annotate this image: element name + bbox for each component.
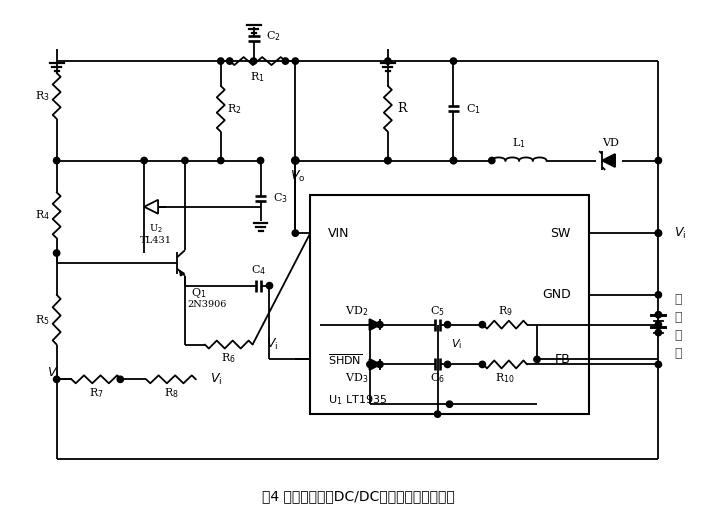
Text: R$_2$: R$_2$ — [228, 102, 242, 116]
Circle shape — [292, 230, 299, 236]
Text: 流: 流 — [674, 311, 682, 324]
Circle shape — [655, 230, 662, 236]
Text: C$_5$: C$_5$ — [430, 304, 445, 318]
Circle shape — [257, 157, 263, 163]
Text: C$_6$: C$_6$ — [430, 372, 445, 385]
Text: C$_4$: C$_4$ — [251, 263, 266, 277]
Text: R$_4$: R$_4$ — [35, 208, 50, 222]
Circle shape — [450, 157, 457, 163]
Text: VIN: VIN — [328, 227, 349, 240]
Text: R$_7$: R$_7$ — [89, 387, 104, 400]
Circle shape — [655, 361, 662, 368]
Circle shape — [384, 157, 391, 163]
Text: C$_3$: C$_3$ — [274, 191, 289, 205]
Circle shape — [655, 157, 662, 163]
Polygon shape — [369, 319, 380, 330]
Text: R: R — [397, 102, 407, 115]
Text: R$_8$: R$_8$ — [163, 387, 178, 400]
Circle shape — [266, 283, 273, 289]
Text: VD$_3$: VD$_3$ — [345, 372, 369, 385]
Bar — [310, 195, 589, 414]
Circle shape — [54, 250, 60, 256]
Text: L$_1$: L$_1$ — [512, 136, 526, 150]
Circle shape — [226, 58, 233, 64]
Circle shape — [655, 230, 662, 236]
Text: VD$_2$: VD$_2$ — [345, 304, 369, 318]
Text: GND: GND — [542, 288, 571, 301]
Text: 电: 电 — [674, 329, 682, 342]
Circle shape — [141, 157, 147, 163]
Circle shape — [479, 321, 485, 328]
Circle shape — [251, 58, 257, 64]
Circle shape — [377, 321, 383, 328]
Text: R$_6$: R$_6$ — [221, 352, 236, 365]
Text: SW: SW — [551, 227, 571, 240]
Text: U$_2$: U$_2$ — [149, 222, 163, 235]
Circle shape — [54, 157, 60, 163]
Text: $V_\mathrm{i}$: $V_\mathrm{i}$ — [47, 366, 59, 381]
Polygon shape — [602, 154, 615, 167]
Circle shape — [655, 329, 662, 336]
Circle shape — [445, 361, 450, 368]
Text: 图4 非隔离负电压DC/DC开关电源硬件电路图: 图4 非隔离负电压DC/DC开关电源硬件电路图 — [261, 490, 455, 504]
Text: 直: 直 — [674, 293, 682, 306]
Text: R$_3$: R$_3$ — [35, 89, 50, 103]
Text: R$_1$: R$_1$ — [250, 70, 265, 84]
Circle shape — [218, 157, 224, 163]
Text: R$_9$: R$_9$ — [498, 304, 513, 318]
Text: R$_{10}$: R$_{10}$ — [495, 372, 515, 385]
Circle shape — [655, 291, 662, 298]
Text: C$_1$: C$_1$ — [466, 102, 481, 116]
Circle shape — [218, 58, 224, 64]
Text: U$_1$ LT1935: U$_1$ LT1935 — [328, 393, 387, 407]
Polygon shape — [369, 359, 380, 370]
Circle shape — [450, 157, 457, 163]
Circle shape — [384, 157, 391, 163]
Circle shape — [54, 376, 60, 382]
Text: Q$_1$: Q$_1$ — [191, 286, 206, 300]
Text: $V_\mathrm{i}$: $V_\mathrm{i}$ — [210, 372, 222, 387]
Text: FB: FB — [555, 353, 571, 366]
Circle shape — [117, 376, 123, 382]
Circle shape — [367, 361, 373, 368]
Text: 源: 源 — [674, 347, 682, 360]
Circle shape — [435, 411, 441, 417]
Circle shape — [282, 58, 289, 64]
Text: TL431: TL431 — [140, 236, 172, 245]
Circle shape — [488, 157, 495, 163]
Circle shape — [655, 311, 662, 318]
Text: $V_\mathrm{i}$: $V_\mathrm{i}$ — [266, 337, 279, 352]
Text: R$_5$: R$_5$ — [35, 313, 50, 326]
Text: $V_\mathrm{o}$: $V_\mathrm{o}$ — [289, 169, 305, 184]
Text: C$_2$: C$_2$ — [266, 29, 281, 43]
Circle shape — [292, 157, 299, 163]
Circle shape — [534, 356, 540, 362]
Text: $\overline{\rm SHDN}$: $\overline{\rm SHDN}$ — [328, 352, 362, 367]
Circle shape — [445, 321, 450, 328]
Circle shape — [182, 157, 188, 163]
Text: $V_\mathrm{i}$: $V_\mathrm{i}$ — [452, 338, 463, 352]
Text: $V_\mathrm{i}$: $V_\mathrm{i}$ — [674, 226, 687, 241]
Circle shape — [450, 58, 457, 64]
Circle shape — [292, 58, 299, 64]
Text: VD: VD — [602, 138, 619, 148]
Circle shape — [292, 157, 299, 164]
Text: 2N3906: 2N3906 — [187, 300, 226, 309]
Circle shape — [377, 361, 383, 368]
Circle shape — [446, 401, 453, 408]
Circle shape — [479, 361, 485, 368]
Circle shape — [655, 321, 662, 328]
Circle shape — [384, 58, 391, 64]
